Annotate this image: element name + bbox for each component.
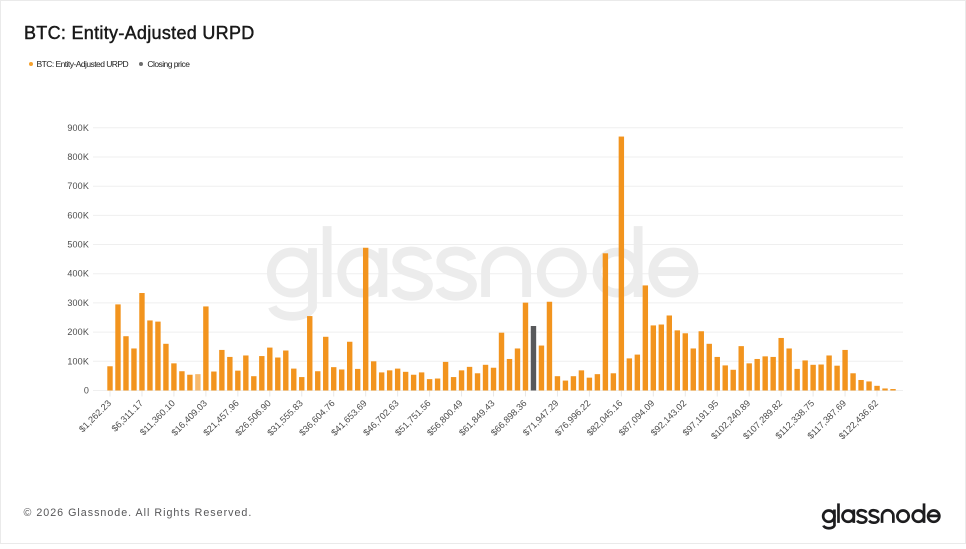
svg-text:700K: 700K	[67, 181, 89, 191]
svg-text:800K: 800K	[67, 152, 89, 162]
svg-text:$1,262.23: $1,262.23	[77, 398, 113, 434]
svg-text:100K: 100K	[67, 356, 89, 366]
svg-text:0: 0	[84, 386, 89, 396]
svg-text:900K: 900K	[67, 123, 89, 133]
svg-text:300K: 300K	[67, 298, 89, 308]
svg-text:600K: 600K	[67, 210, 89, 220]
svg-text:500K: 500K	[67, 240, 89, 250]
svg-text:200K: 200K	[67, 327, 89, 337]
svg-text:400K: 400K	[67, 269, 89, 279]
